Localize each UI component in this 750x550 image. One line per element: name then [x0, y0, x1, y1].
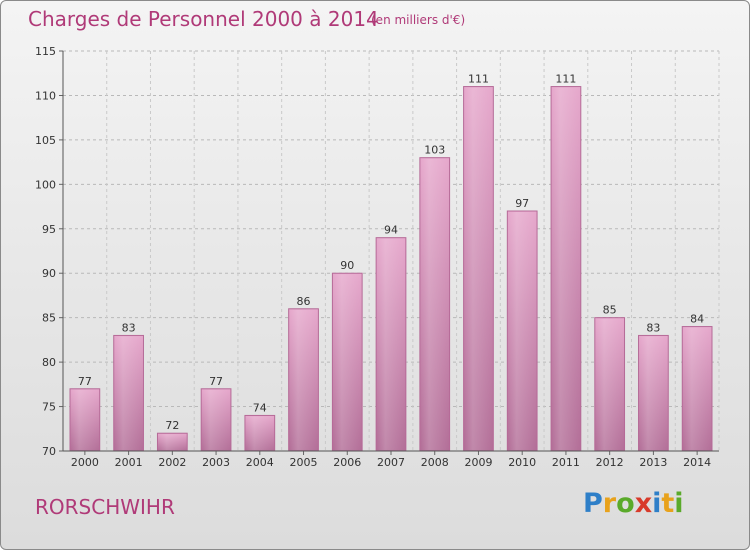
x-tick-label: 2009 [464, 456, 492, 469]
logo-letter: t [661, 488, 675, 519]
logo-letter: x [634, 488, 653, 519]
y-tick-label: 105 [35, 134, 56, 147]
x-tick-label: 2004 [246, 456, 274, 469]
x-tick-label: 2012 [596, 456, 624, 469]
bar-value-label: 77 [209, 375, 223, 388]
bar-layer: 77 83 72 77 74 86 90 94 103 111 97 111 85 83 84 [69, 73, 713, 452]
bar-value-label: 111 [555, 73, 576, 86]
bar-highlight [158, 434, 187, 450]
bar-highlight [595, 318, 624, 450]
bar-value-label: 86 [297, 295, 311, 308]
logo-letter: o [616, 488, 635, 519]
logo-letter: P [583, 488, 603, 519]
bar-value-label: 111 [468, 73, 489, 86]
bar-value-label: 83 [646, 321, 660, 334]
bar-highlight [552, 87, 580, 451]
bar-value-label: 97 [515, 197, 529, 210]
bar-highlight [114, 336, 143, 450]
x-tick-label: 2014 [683, 456, 711, 469]
bar-value-label: 77 [78, 375, 92, 388]
chart-subtitle: (en milliers d'€) [371, 13, 466, 27]
x-tick-label: 2001 [115, 456, 143, 469]
bar-value-label: 90 [340, 259, 354, 272]
bar-highlight [508, 212, 537, 450]
bar-highlight [202, 389, 230, 450]
commune-name: RORSCHWIHR [35, 495, 175, 519]
y-tick-label: 95 [42, 223, 56, 236]
bar-highlight [245, 416, 274, 450]
y-tick-label: 85 [42, 312, 56, 325]
y-tick-label: 90 [42, 267, 56, 280]
bar-highlight [70, 389, 99, 450]
chart-title: Charges de Personnel 2000 à 2014 [28, 7, 379, 31]
bar-value-label: 85 [603, 304, 617, 317]
bar-highlight [639, 336, 668, 450]
x-tick-label: 2011 [552, 456, 580, 469]
x-tick-label: 2005 [290, 456, 318, 469]
x-tick-label: 2007 [377, 456, 405, 469]
bar-value-label: 72 [165, 419, 179, 432]
y-tick-label: 100 [35, 178, 56, 191]
bar-highlight [377, 238, 405, 450]
bar-highlight [289, 309, 318, 450]
y-tick-label: 115 [35, 45, 56, 58]
y-tick-label: 80 [42, 356, 56, 369]
logo-letter: i [674, 488, 684, 519]
bar-value-label: 94 [384, 224, 398, 237]
axis-layer: 70 75 80 85 90 95 100 105 110 115 2000 2001 2002 2003… [35, 45, 719, 469]
proxiti-logo[interactable]: Proxiti [583, 488, 684, 519]
y-tick-label: 75 [42, 401, 56, 414]
x-tick-label: 2002 [158, 456, 186, 469]
bar-value-label: 74 [253, 401, 267, 414]
bar-value-label: 83 [122, 321, 136, 334]
x-tick-label: 2013 [639, 456, 667, 469]
bar-highlight [464, 87, 493, 451]
bar-highlight [333, 274, 362, 450]
x-tick-label: 2000 [71, 456, 99, 469]
bar-highlight [683, 327, 712, 450]
x-tick-label: 2008 [421, 456, 449, 469]
x-tick-label: 2010 [508, 456, 536, 469]
logo-letter: i [652, 488, 662, 519]
y-tick-label: 70 [42, 445, 56, 458]
bar-value-label: 103 [424, 144, 445, 157]
logo-letter: r [602, 488, 617, 519]
x-tick-label: 2003 [202, 456, 230, 469]
x-tick-label: 2006 [333, 456, 361, 469]
bar-value-label: 84 [690, 313, 704, 326]
y-tick-label: 110 [35, 89, 56, 102]
bar-highlight [420, 158, 449, 450]
